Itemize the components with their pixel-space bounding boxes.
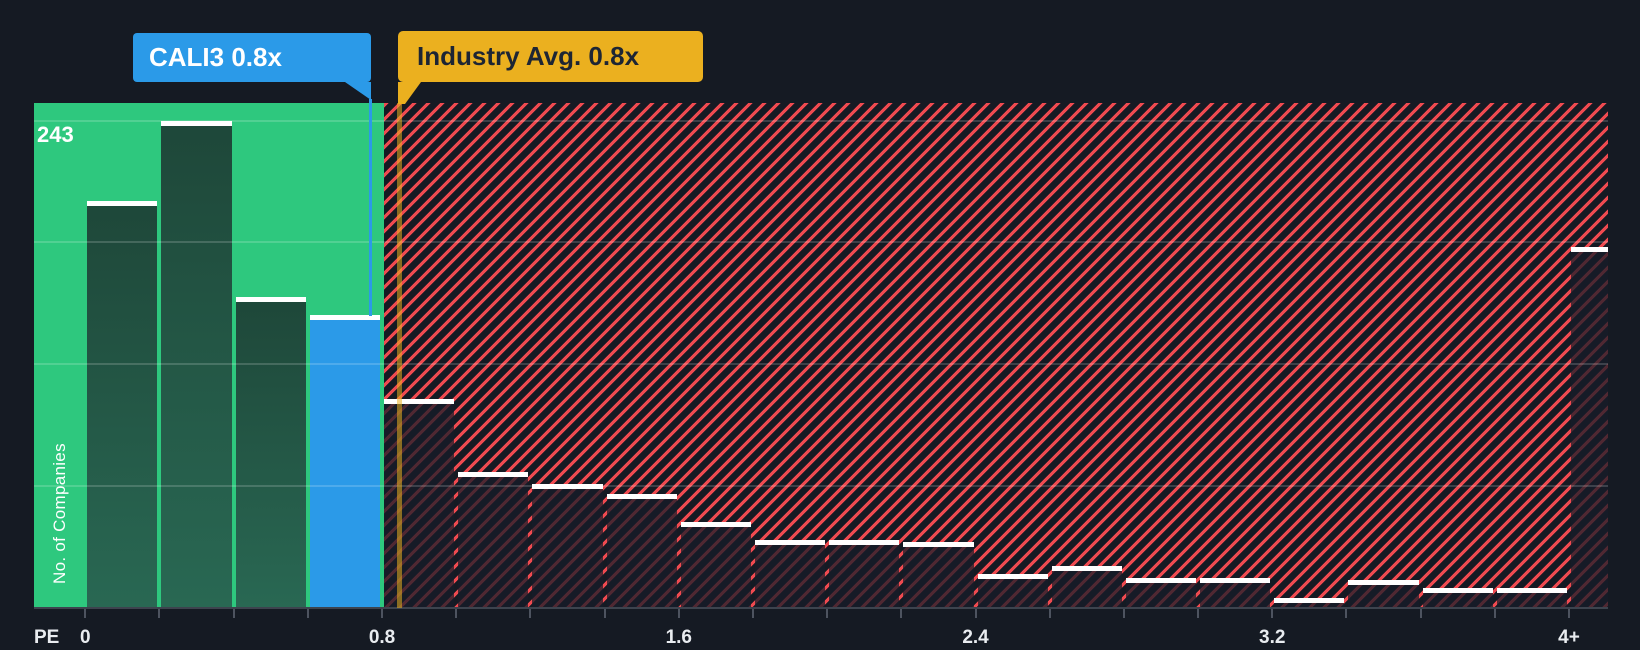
x-axis-tick xyxy=(677,609,680,618)
bar-top-cap xyxy=(161,120,232,126)
x-tick-label-4+: 4+ xyxy=(1558,627,1580,648)
x-axis-tick xyxy=(158,609,161,618)
x-axis-tick xyxy=(1345,609,1348,618)
x-axis-tick xyxy=(455,609,458,618)
bar-top-cap xyxy=(235,297,306,303)
histogram-bar-3-3.2[interactable] xyxy=(1200,577,1271,608)
industry-average-tooltip-label: Industry Avg. 0.8x xyxy=(417,41,640,71)
histogram-bar-3.4-3.6[interactable] xyxy=(1348,579,1419,608)
company-tooltip-label: CALI3 0.8x xyxy=(149,42,282,72)
histogram-bar-0.8-1[interactable] xyxy=(384,399,455,608)
bar-top-cap xyxy=(1200,577,1271,583)
bar-top-cap xyxy=(829,539,900,545)
x-axis-tick xyxy=(529,609,532,618)
horizontal-gridline xyxy=(34,485,1608,488)
x-tick-label-1.6: 1.6 xyxy=(665,627,692,648)
x-axis-tick xyxy=(306,609,309,618)
bar-top-cap xyxy=(1496,587,1567,593)
x-axis-tick xyxy=(1568,609,1571,618)
histogram-bar-3.6-3.8[interactable] xyxy=(1422,587,1493,608)
bar-top-cap xyxy=(680,521,751,527)
bar-top-cap xyxy=(903,541,974,547)
bar-top-cap xyxy=(1274,597,1345,603)
histogram-bar-0.6-0.8[interactable] xyxy=(309,315,381,608)
company-marker-line xyxy=(369,99,372,316)
x-tick-label-0: 0 xyxy=(80,627,91,648)
histogram-bar-1.6-1.8[interactable] xyxy=(680,521,751,608)
bar-top-cap xyxy=(754,539,826,545)
x-axis-tick xyxy=(1493,609,1496,618)
histogram-bar-3.8-4[interactable] xyxy=(1496,587,1567,608)
x-axis-tick xyxy=(603,609,606,618)
histogram-bar-2.6-2.8[interactable] xyxy=(1051,565,1122,608)
y-axis-title: No. of Companies xyxy=(50,443,69,584)
x-axis-tick xyxy=(1048,609,1051,618)
x-axis-tick xyxy=(84,609,87,618)
company-tooltip-pointer-icon xyxy=(345,82,371,100)
x-axis-tick xyxy=(1419,609,1422,618)
bar-top-cap xyxy=(532,483,603,489)
histogram-bar-2.2-2.4[interactable] xyxy=(903,541,974,608)
histogram-bar-1.4-1.6[interactable] xyxy=(606,493,677,608)
bar-top-cap xyxy=(384,399,455,405)
company-tooltip: CALI3 0.8x xyxy=(133,33,371,82)
x-axis-tick xyxy=(900,609,903,618)
x-axis-tick xyxy=(1197,609,1200,618)
industry-average-line xyxy=(397,103,402,608)
histogram-bar-2.8-3[interactable] xyxy=(1125,577,1197,608)
histogram-bar-1.2-1.4[interactable] xyxy=(532,483,603,608)
horizontal-gridline xyxy=(34,119,1608,122)
x-axis-tick xyxy=(751,609,754,618)
x-axis-baseline xyxy=(34,607,1608,609)
bar-top-cap xyxy=(1051,565,1122,571)
histogram-bar-0.4-0.6[interactable] xyxy=(235,297,306,608)
histogram-bar-1-1.2[interactable] xyxy=(458,471,529,608)
x-tick-label-0.8: 0.8 xyxy=(368,627,396,648)
x-axis-tick xyxy=(1122,609,1125,618)
bar-top-cap xyxy=(458,471,529,477)
x-axis-tick xyxy=(381,609,384,618)
histogram-bar-1.8-2[interactable] xyxy=(754,539,826,608)
bar-top-cap xyxy=(1571,246,1608,252)
histogram-bar-0-0.2[interactable] xyxy=(87,200,158,608)
x-tick-label-2.4: 2.4 xyxy=(962,627,989,648)
y-axis-max-value-label: 243 xyxy=(37,122,74,147)
industry-average-tooltip: Industry Avg. 0.8x xyxy=(398,31,703,82)
x-tick-label-3.2: 3.2 xyxy=(1259,627,1286,648)
x-axis-tick xyxy=(1271,609,1274,618)
bar-top-cap xyxy=(606,493,677,499)
x-axis-title: PE xyxy=(34,627,60,648)
bar-top-cap xyxy=(977,573,1048,579)
histogram-bar-3.2-3.4[interactable] xyxy=(1274,597,1345,608)
bar-top-cap xyxy=(1348,579,1419,585)
horizontal-gridline xyxy=(34,363,1608,366)
industry-tooltip-pointer-icon xyxy=(398,82,421,104)
bar-top-cap xyxy=(1422,587,1493,593)
histogram-bar-2-2.2[interactable] xyxy=(829,539,900,608)
histogram-bar-2.4-2.6[interactable] xyxy=(977,573,1048,608)
bar-top-cap xyxy=(87,200,158,206)
x-axis-tick xyxy=(232,609,235,618)
histogram-bar-4-4.2[interactable] xyxy=(1571,246,1608,608)
x-axis-tick xyxy=(974,609,977,618)
bar-top-cap xyxy=(309,315,381,321)
bar-top-cap xyxy=(1125,577,1197,583)
horizontal-gridline xyxy=(34,241,1608,244)
histogram-bar-0.2-0.4[interactable] xyxy=(161,120,232,608)
x-axis-tick xyxy=(826,609,829,618)
